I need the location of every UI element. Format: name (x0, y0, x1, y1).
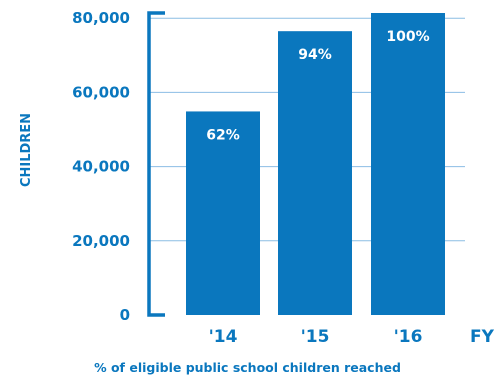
y-tick-label: 60,000 (72, 83, 130, 101)
bar-data-label: 62% (206, 127, 240, 143)
x-tick-label: '14 (209, 327, 238, 347)
bar (371, 13, 445, 315)
chart-caption: % of eligible public school children rea… (94, 360, 401, 375)
bar (278, 31, 352, 316)
x-tick-label: '16 (394, 327, 423, 347)
y-axis-label: CHILDREN (19, 113, 34, 187)
y-tick-label: 40,000 (72, 158, 130, 176)
y-tick-label: 0 (120, 306, 130, 324)
x-tick-label: '15 (301, 327, 330, 347)
bar (186, 111, 260, 315)
bar-data-label: 94% (298, 47, 332, 63)
y-axis-bracket (147, 11, 165, 317)
bar-chart: CHILDREN FY 0 20,000 40,000 60,000 80,000 62… (19, 9, 495, 347)
x-axis-label: FY (470, 327, 495, 347)
y-tick-label: 20,000 (72, 232, 130, 250)
bar-data-label: 100% (386, 29, 429, 45)
y-tick-label: 80,000 (72, 9, 130, 27)
